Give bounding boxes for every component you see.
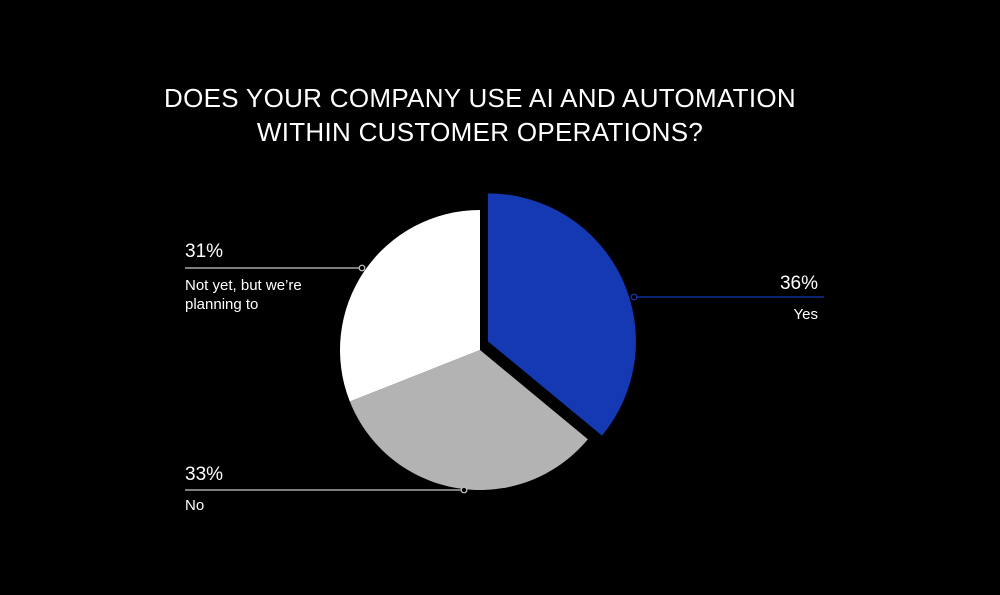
leader-lines (185, 264, 824, 494)
pie-slice-not (339, 210, 480, 402)
pie-slice-yes (487, 193, 636, 436)
slice-category-label-yes: Yes (794, 306, 818, 323)
pie-slice-no (349, 350, 588, 490)
slice-category-label-not-yet-line-1: Not yet, but we’re (185, 277, 302, 294)
slice-category-label-no: No (185, 497, 204, 514)
slice-value-label-not-yet: 31% (185, 241, 223, 262)
chart-title-line-1: DOES YOUR COMPANY USE AI AND AUTOMATION (164, 83, 796, 113)
leader-line-yes-dot (630, 293, 638, 301)
chart-title-line-2: WITHIN CUSTOMER OPERATIONS? (257, 117, 703, 147)
pie-slices (339, 193, 636, 490)
leader-line-not-yet-dot (358, 264, 366, 272)
slice-value-label-yes: 36% (780, 273, 818, 294)
slice-value-label-no: 33% (185, 464, 223, 485)
leader-line-no-dot (460, 486, 468, 494)
slice-category-label-not-yet-line-2: planning to (185, 296, 258, 313)
